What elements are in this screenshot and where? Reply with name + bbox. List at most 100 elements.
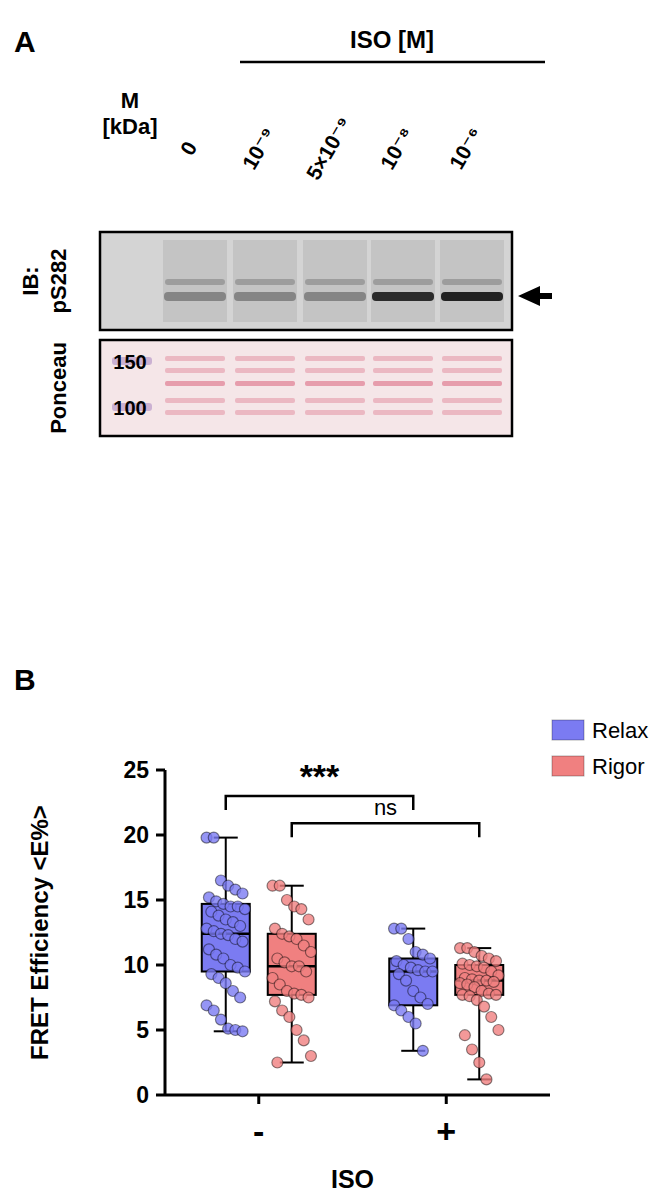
blot-label: pS282 bbox=[46, 249, 71, 314]
data-point bbox=[296, 904, 307, 915]
ponceau-band bbox=[235, 398, 295, 403]
data-point bbox=[491, 956, 502, 967]
y-tick-label: 5 bbox=[136, 1017, 149, 1043]
blot-band bbox=[164, 292, 226, 301]
data-point bbox=[474, 1057, 485, 1068]
blot-band bbox=[234, 292, 296, 301]
ponceau-band bbox=[373, 368, 433, 373]
ponceau-band bbox=[373, 398, 433, 403]
legend-swatch bbox=[552, 756, 584, 776]
ponceau-band bbox=[442, 398, 502, 403]
x-tick-label: - bbox=[253, 1112, 264, 1150]
panel-label: B bbox=[14, 663, 36, 696]
data-point bbox=[422, 999, 433, 1010]
lane-label: 10⁻⁶ bbox=[445, 123, 487, 173]
panel-label: A bbox=[14, 25, 36, 58]
ponceau-frame bbox=[100, 340, 512, 436]
whisker bbox=[225, 838, 227, 904]
lane-label: 0 bbox=[176, 137, 202, 159]
data-point bbox=[486, 1012, 497, 1023]
blot-faint-band bbox=[165, 279, 225, 285]
blot-faint-band bbox=[373, 279, 433, 285]
blot-faint-band bbox=[305, 279, 365, 285]
significance-label: *** bbox=[300, 757, 340, 795]
blot-lane bbox=[233, 240, 297, 322]
data-point bbox=[239, 904, 250, 915]
panel-a-title: ISO [M] bbox=[350, 26, 434, 53]
band-arrow bbox=[518, 286, 552, 306]
data-point bbox=[215, 1014, 226, 1025]
lane-label: 5×10⁻⁹ bbox=[301, 113, 355, 184]
data-point bbox=[305, 1051, 316, 1062]
y-tick-label: 25 bbox=[123, 757, 149, 783]
blot-lane bbox=[303, 240, 367, 322]
data-point bbox=[274, 880, 285, 891]
data-point bbox=[208, 1005, 219, 1016]
data-point bbox=[479, 1001, 490, 1012]
legend-label: Relax bbox=[592, 718, 648, 743]
ponceau-band bbox=[305, 381, 365, 386]
x-tick-label: + bbox=[436, 1112, 456, 1150]
ponceau-band bbox=[442, 381, 502, 386]
marker-header: M bbox=[121, 88, 139, 113]
blot-lane bbox=[371, 240, 435, 322]
ponceau-band bbox=[235, 368, 295, 373]
data-point bbox=[284, 1012, 295, 1023]
data-point bbox=[298, 1035, 309, 1046]
blot-lane bbox=[163, 240, 227, 322]
ponceau-band bbox=[373, 410, 433, 415]
ponceau-band bbox=[305, 398, 365, 403]
y-tick bbox=[156, 834, 165, 837]
data-point bbox=[401, 975, 412, 986]
data-point bbox=[305, 947, 316, 958]
ponceau-band bbox=[305, 356, 365, 361]
y-tick bbox=[156, 1029, 165, 1032]
ponceau-band bbox=[305, 410, 365, 415]
blot-band bbox=[304, 292, 366, 301]
data-point bbox=[488, 976, 499, 987]
y-axis-label: FRET Efficiency <E%> bbox=[26, 805, 53, 1060]
y-tick bbox=[156, 1094, 165, 1097]
legend-swatch bbox=[552, 720, 584, 740]
lane-label: 10⁻⁹ bbox=[237, 123, 279, 173]
blot-faint-band bbox=[442, 279, 502, 285]
ponceau-band bbox=[442, 410, 502, 415]
data-point bbox=[481, 1074, 492, 1085]
figure: AISO [M]M[kDa]010⁻⁹5×10⁻⁹10⁻⁸10⁻⁶IB:pS28… bbox=[0, 0, 672, 1202]
y-tick-label: 15 bbox=[123, 887, 149, 913]
data-point bbox=[208, 832, 219, 843]
ponceau-band bbox=[235, 381, 295, 386]
ponceau-background bbox=[100, 340, 512, 436]
y-tick bbox=[156, 899, 165, 902]
significance-label: ns bbox=[374, 795, 397, 820]
ponceau-band bbox=[165, 398, 225, 403]
data-point bbox=[410, 1018, 421, 1029]
x-tick bbox=[257, 1095, 260, 1104]
data-point bbox=[425, 953, 436, 964]
title-rule bbox=[240, 61, 545, 64]
data-point bbox=[396, 923, 407, 934]
legend-label: Rigor bbox=[592, 754, 645, 779]
blot-label: IB: bbox=[18, 266, 43, 295]
x-axis bbox=[165, 1094, 550, 1097]
ponceau-band bbox=[373, 356, 433, 361]
data-point bbox=[235, 921, 246, 932]
ponceau-band bbox=[165, 356, 225, 361]
ponceau-band bbox=[235, 410, 295, 415]
ponceau-band bbox=[305, 368, 365, 373]
data-point bbox=[235, 992, 246, 1003]
blot-frame bbox=[100, 232, 512, 330]
data-point bbox=[239, 966, 250, 977]
data-point bbox=[303, 992, 314, 1003]
data-point bbox=[291, 1025, 302, 1036]
ponceau-band bbox=[235, 356, 295, 361]
data-point bbox=[467, 1044, 478, 1055]
significance-bracket bbox=[292, 823, 480, 837]
blot-band bbox=[441, 292, 503, 301]
blot-faint-band bbox=[235, 279, 295, 285]
ponceau-band bbox=[165, 381, 225, 386]
y-tick-label: 20 bbox=[123, 822, 149, 848]
y-tick-label: 10 bbox=[123, 952, 149, 978]
y-axis bbox=[164, 770, 167, 1095]
marker-label: 150 bbox=[113, 351, 146, 373]
